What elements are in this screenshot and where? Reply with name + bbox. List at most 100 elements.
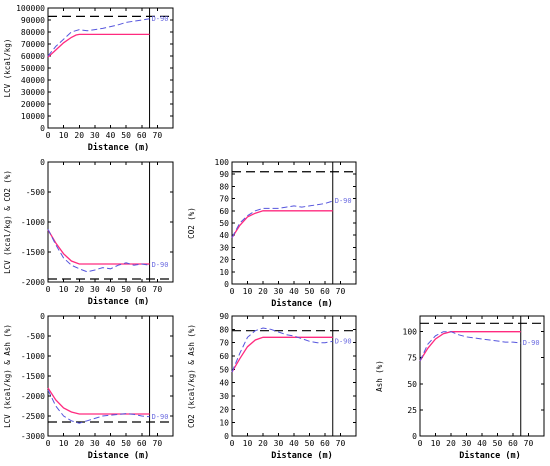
x-tick-label: 70 (153, 285, 163, 294)
y-tick-label: 80 (219, 182, 229, 191)
x-tick-label: 60 (320, 439, 330, 448)
y-tick-label: 30 (219, 243, 229, 252)
x-tick-label: 20 (446, 439, 456, 448)
y-tick-label: 70 (219, 339, 229, 348)
y-axis-label: Ash (%) (375, 360, 384, 392)
dashed-series-line (419, 331, 521, 362)
y-tick-label: -1000 (21, 352, 45, 361)
x-tick-label: 10 (59, 439, 69, 448)
y-tick-label: 10 (219, 419, 229, 428)
x-tick-label: 30 (90, 439, 100, 448)
x-tick-label: 10 (59, 131, 69, 140)
x-tick-label: 10 (243, 287, 253, 296)
y-tick-label: 40 (219, 231, 229, 240)
x-tick-label: 70 (153, 439, 163, 448)
x-tick-label: 10 (431, 439, 441, 448)
y-tick-label: 75 (407, 354, 417, 363)
x-tick-label: 70 (524, 439, 534, 448)
y-axis-label: LCV (kcal/kg) & CO2 (%) (3, 170, 12, 274)
x-tick-label: 40 (106, 439, 116, 448)
x-tick-label: 0 (46, 131, 51, 140)
solid-series-line (419, 331, 521, 362)
x-tick-label: 60 (137, 131, 147, 140)
x-tick-label: 20 (74, 131, 84, 140)
y-axis-label: LCV (kcal/kg) (3, 39, 12, 98)
x-tick-label: 30 (274, 287, 284, 296)
x-tick-label: 60 (320, 287, 330, 296)
y-tick-label: 0 (224, 432, 229, 441)
y-tick-label: 90 (219, 312, 229, 321)
series-annotation: D-90 (335, 197, 352, 205)
y-tick-label: -2000 (21, 278, 45, 287)
y-tick-label: 50000 (21, 64, 45, 73)
y-tick-label: 60000 (21, 52, 45, 61)
y-tick-label: 50 (219, 365, 229, 374)
x-tick-label: 70 (336, 439, 346, 448)
x-tick-label: 60 (508, 439, 518, 448)
x-tick-label: 70 (153, 131, 163, 140)
y-tick-label: -2000 (21, 392, 45, 401)
y-tick-label: -1000 (21, 218, 45, 227)
plot-frame (47, 7, 174, 129)
y-tick-label: 20 (219, 405, 229, 414)
y-tick-label: 100 (403, 328, 418, 337)
x-tick-label: 0 (230, 287, 235, 296)
series-annotation: D-90 (152, 15, 169, 23)
y-tick-label: 70 (219, 195, 229, 204)
x-tick-label: 30 (90, 131, 100, 140)
y-tick-label: 30 (219, 392, 229, 401)
x-tick-label: 40 (289, 439, 299, 448)
y-axis-label: LCV (kcal/kg) & Ash (%) (3, 324, 12, 428)
x-tick-label: 50 (121, 439, 131, 448)
x-tick-label: 50 (121, 131, 131, 140)
y-tick-label: 25 (407, 406, 417, 415)
x-tick-label: 60 (137, 285, 147, 294)
x-tick-label: 40 (289, 287, 299, 296)
y-tick-label: 0 (40, 124, 45, 133)
y-tick-label: 100 (215, 158, 230, 167)
y-tick-label: 90000 (21, 16, 45, 25)
x-tick-label: 40 (477, 439, 487, 448)
y-tick-label: 60 (219, 207, 229, 216)
x-tick-label: 40 (106, 285, 116, 294)
y-tick-label: -3000 (21, 432, 45, 441)
x-tick-label: 60 (137, 439, 147, 448)
y-tick-label: 40000 (21, 76, 45, 85)
chart-panel-1: 0 10 20 30 40 50 60 70 0 10000 20000 30000 40000 5000… (3, 4, 174, 153)
x-tick-label: 50 (305, 439, 315, 448)
y-tick-label: 0 (40, 312, 45, 321)
chart-panel-3: 0 10 20 30 40 50 60 70 0 10 20 30 40 50 60 70 80 90 100 D-9… (187, 158, 357, 309)
y-tick-label: 20 (219, 256, 229, 265)
y-tick-label: -2500 (21, 412, 45, 421)
y-tick-label: -500 (26, 332, 45, 341)
y-tick-label: 100000 (16, 4, 45, 13)
x-tick-label: 50 (305, 287, 315, 296)
y-tick-label: -500 (26, 188, 45, 197)
solid-series-line (231, 210, 333, 238)
x-tick-label: 20 (74, 285, 84, 294)
y-axis-label: CO2 (kcal/kg) & Ash (%) (187, 324, 196, 428)
x-tick-label: 40 (106, 131, 116, 140)
x-tick-label: 50 (493, 439, 503, 448)
plot-frame (231, 161, 357, 285)
series-annotation: D-90 (152, 261, 169, 269)
x-tick-label: 30 (90, 285, 100, 294)
dashed-series-line (231, 327, 333, 373)
y-tick-label: 0 (412, 432, 417, 441)
x-tick-label: 10 (59, 285, 69, 294)
x-tick-label: 50 (121, 285, 131, 294)
x-axis-label: Distance (m) (271, 450, 332, 461)
plot-frame (419, 315, 545, 437)
x-tick-label: 0 (46, 439, 51, 448)
y-tick-label: 20000 (21, 100, 45, 109)
x-tick-label: 70 (336, 287, 346, 296)
series-annotation: D-90 (152, 413, 169, 421)
chart-panel-2: 0 10 20 30 40 50 60 70 -2000 -1500 -1000 -500 0 D-90 D… (3, 158, 174, 307)
x-axis-label: Distance (m) (88, 296, 149, 307)
y-tick-label: -1500 (21, 248, 45, 257)
chart-panel-5: 0 10 20 30 40 50 60 70 0 10 20 30 40 50 60 70 80 90 D-90 Di… (187, 312, 357, 461)
y-tick-label: 40 (219, 379, 229, 388)
y-tick-label: 80 (219, 325, 229, 334)
solid-series-line (47, 229, 150, 265)
x-axis-label: Distance (m) (459, 450, 520, 461)
